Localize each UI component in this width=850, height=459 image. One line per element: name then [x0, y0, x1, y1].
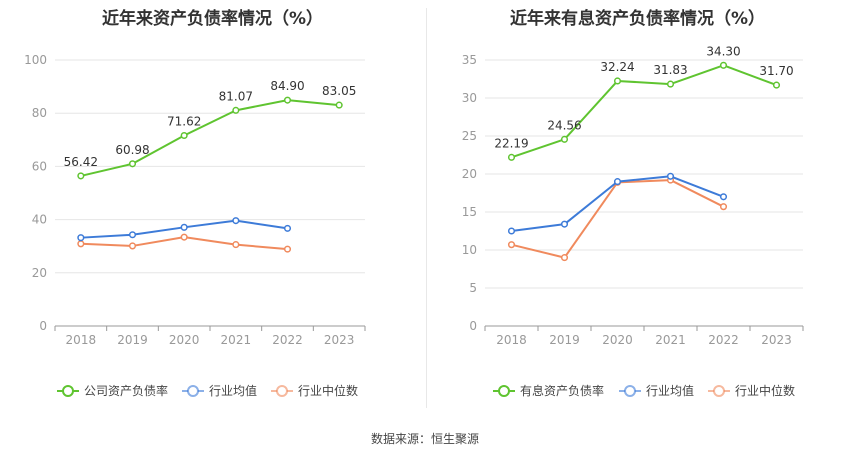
left-x-tick-label: 2022: [272, 333, 303, 347]
left-x-tick-label: 2018: [66, 333, 97, 347]
left-series-point-2: [128, 242, 137, 250]
left-legend-marker-1: [187, 385, 199, 397]
left-y-tick-label: 20: [32, 266, 47, 280]
right-series-point-0: [560, 135, 569, 143]
left-series-line-0: [80, 99, 340, 177]
right-x-tick-label: 2018: [496, 333, 527, 347]
right-legend-marker-0: [498, 385, 510, 397]
right-series-line-0: [511, 64, 777, 159]
left-x-tick-label: 2021: [221, 333, 252, 347]
left-chart-panel: 近年来资产负债率情况（%） 0 20 40 60 80 100 2018 2019 2020 20…: [0, 0, 425, 420]
left-legend-label-1: 行业均值: [209, 383, 257, 398]
right-legend-label-0: 有息资产负债率: [520, 383, 604, 398]
right-series-point-1: [507, 227, 516, 235]
left-series-point-1: [128, 231, 137, 239]
left-series-point-0: [232, 106, 240, 114]
left-data-label: 84.90: [270, 79, 304, 93]
left-data-label: 56.42: [64, 155, 98, 169]
left-data-label: 81.07: [219, 89, 253, 103]
right-data-label: 31.70: [759, 64, 793, 78]
left-series-point-1: [180, 223, 188, 231]
left-series-point-2: [283, 245, 292, 253]
right-chart-panel: 近年来有息资产负债率情况（%） 0 5 10 15 20 25 30 35 2018 2019 20…: [425, 0, 850, 420]
left-x-tick-label: 2020: [169, 333, 200, 347]
right-series-point-1: [560, 220, 569, 228]
right-series-point-2: [719, 203, 728, 211]
right-data-label: 32.24: [600, 60, 634, 74]
right-series-point-0: [666, 80, 675, 88]
left-data-label: 71.62: [167, 114, 201, 128]
right-x-tick-label: 2020: [602, 333, 633, 347]
left-legend-marker-2: [276, 385, 288, 397]
left-data-label: 60.98: [115, 143, 149, 157]
right-x-tick-label: 2021: [655, 333, 686, 347]
left-data-label: 83.05: [322, 84, 356, 98]
left-x-tick-label: 2023: [324, 333, 355, 347]
right-chart-svg: 0 5 10 15 20 25 30 35 2018 2019 2020 2021 2022 2023 22…: [462, 44, 804, 398]
right-y-tick-label: 10: [462, 243, 477, 257]
panel-divider: [426, 8, 427, 408]
right-legend-marker-1: [624, 385, 636, 397]
left-y-tick-label: 100: [24, 53, 47, 67]
left-legend-label-2: 行业中位数: [298, 383, 358, 398]
left-y-tick-label: 60: [32, 159, 47, 173]
left-series-point-2: [180, 233, 188, 241]
left-series-point-2: [232, 241, 240, 249]
left-series-point-0: [77, 172, 85, 180]
right-x-tick-label: 2019: [549, 333, 580, 347]
right-x-tick-label: 2022: [708, 333, 739, 347]
right-series-point-0: [507, 153, 516, 161]
right-series-point-0: [613, 77, 622, 85]
left-series-point-1: [283, 224, 292, 232]
right-data-label: 24.56: [547, 118, 581, 132]
right-series-line-2: [511, 179, 724, 259]
right-y-tick-label: 30: [462, 91, 477, 105]
left-series-point-0: [335, 101, 343, 109]
left-series-point-0: [283, 96, 292, 104]
right-series-point-1: [719, 193, 728, 201]
right-x-tick-label: 2023: [761, 333, 792, 347]
right-series-point-1: [666, 172, 675, 180]
right-series-point-1: [613, 178, 622, 186]
right-y-tick-label: 5: [469, 281, 477, 295]
right-y-tick-label: 20: [462, 167, 477, 181]
left-series-point-1: [232, 217, 240, 225]
left-chart-svg: 0 20 40 60 80 100 2018 2019 2020 2021 2022 2023 56.4…: [24, 53, 366, 398]
right-series-point-0: [719, 61, 728, 69]
left-x-tick-label: 2019: [117, 333, 148, 347]
left-y-tick-label: 40: [32, 213, 47, 227]
left-series-point-2: [77, 240, 85, 248]
left-series-point-0: [180, 131, 188, 140]
right-legend-label-1: 行业均值: [646, 383, 694, 398]
right-y-tick-label: 0: [469, 319, 477, 333]
right-series-point-2: [560, 254, 569, 262]
right-data-label: 22.19: [494, 136, 528, 150]
left-legend-marker-0: [62, 385, 74, 397]
right-series-point-0: [772, 81, 781, 89]
right-series-point-2: [507, 241, 516, 249]
left-chart-title: 近年来资产负债率情况（%）: [101, 9, 324, 29]
left-series-point-0: [128, 160, 137, 168]
left-legend-label-0: 公司资产负债率: [84, 383, 168, 398]
left-y-tick-label: 0: [39, 319, 47, 333]
right-data-label: 31.83: [653, 63, 687, 77]
right-y-tick-label: 35: [462, 53, 477, 67]
right-chart-title: 近年来有息资产负债率情况（%）: [509, 9, 766, 29]
right-y-tick-label: 25: [462, 129, 477, 143]
left-series-point-1: [77, 234, 85, 242]
right-legend-marker-2: [713, 385, 725, 397]
right-data-label: 34.30: [706, 44, 740, 58]
left-y-tick-label: 80: [32, 106, 47, 120]
right-y-tick-label: 15: [462, 205, 477, 219]
data-source-note: 数据来源：恒生聚源: [370, 432, 479, 446]
right-legend-label-2: 行业中位数: [735, 383, 795, 398]
